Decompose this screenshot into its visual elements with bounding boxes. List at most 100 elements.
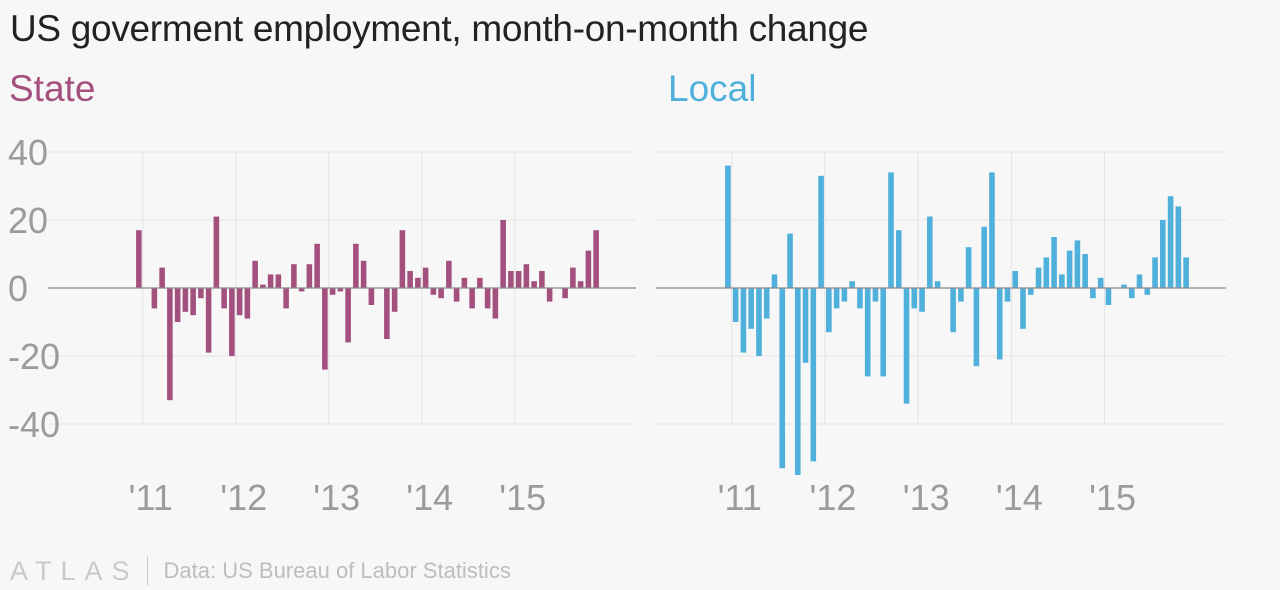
state-bar bbox=[159, 267, 165, 288]
local-bar bbox=[1097, 277, 1104, 288]
local-bar bbox=[965, 247, 972, 288]
local-x-tick-label: '11 bbox=[718, 477, 762, 518]
local-bar bbox=[934, 281, 941, 288]
state-bar bbox=[492, 288, 499, 319]
state-bar bbox=[415, 277, 421, 288]
state-bar bbox=[260, 284, 266, 288]
state-bar bbox=[531, 281, 537, 288]
local-bar bbox=[1066, 250, 1073, 288]
local-bar bbox=[872, 288, 879, 302]
local-bar bbox=[740, 288, 747, 353]
state-bar bbox=[337, 288, 344, 292]
y-tick-label: 0 bbox=[8, 268, 28, 309]
local-bar bbox=[1136, 274, 1143, 288]
state-bar bbox=[136, 230, 142, 288]
state-bar bbox=[446, 260, 452, 288]
state-bar bbox=[221, 288, 227, 309]
local-bar bbox=[864, 288, 871, 377]
footer: ATLAS Data: US Bureau of Labor Statistic… bbox=[10, 553, 511, 589]
local-x-tick-label: '12 bbox=[810, 477, 857, 518]
local-bar bbox=[826, 288, 832, 333]
state-bar bbox=[329, 288, 336, 295]
local-bar bbox=[1144, 288, 1151, 295]
state-bar bbox=[430, 288, 437, 295]
state-bar bbox=[182, 288, 189, 312]
state-bar bbox=[236, 288, 243, 316]
state-bar bbox=[368, 288, 375, 305]
state-x-tick-label: '13 bbox=[313, 477, 360, 518]
y-tick-label: 20 bbox=[8, 200, 48, 241]
local-bar bbox=[981, 226, 987, 288]
local-bar bbox=[958, 288, 964, 302]
state-bar bbox=[252, 260, 258, 288]
state-bar bbox=[546, 288, 553, 302]
state-bar bbox=[438, 288, 444, 299]
state-x-tick-label: '12 bbox=[220, 477, 267, 518]
local-bar bbox=[1175, 206, 1182, 288]
state-x-tick-label: '11 bbox=[129, 477, 173, 518]
state-bar bbox=[244, 288, 251, 319]
state-bar bbox=[306, 264, 313, 288]
state-bar bbox=[275, 274, 282, 288]
state-bar bbox=[213, 216, 220, 288]
chart-canvas: State 40 20 0 -20 -40 '11 '12 '13 '14 '15 Local '11 '… bbox=[8, 68, 1226, 518]
state-bar bbox=[283, 288, 289, 309]
state-bar bbox=[562, 288, 568, 299]
local-bar bbox=[725, 165, 731, 288]
chart-title: US goverment employment, month-on-month … bbox=[10, 8, 869, 49]
state-bar bbox=[298, 288, 305, 292]
local-bar bbox=[1027, 288, 1034, 295]
local-x-tick-label: '14 bbox=[996, 477, 1043, 518]
state-bar bbox=[291, 264, 297, 288]
local-bar bbox=[973, 288, 980, 367]
local-bar bbox=[1183, 257, 1189, 288]
local-bar bbox=[903, 288, 910, 404]
local-bar bbox=[1074, 240, 1081, 288]
state-bar bbox=[167, 288, 173, 401]
local-bar bbox=[1105, 288, 1112, 305]
local-bar bbox=[1167, 196, 1174, 288]
state-bar bbox=[539, 271, 545, 288]
local-bar bbox=[794, 288, 801, 475]
state-bar bbox=[570, 267, 576, 288]
local-bar bbox=[888, 172, 894, 288]
local-bar bbox=[763, 288, 770, 319]
local-bar bbox=[880, 288, 887, 377]
local-bar bbox=[779, 288, 786, 469]
state-bar bbox=[314, 243, 320, 288]
state-bar bbox=[508, 271, 514, 288]
state-bar bbox=[453, 288, 460, 302]
local-bar bbox=[849, 281, 855, 288]
local-bar bbox=[1051, 237, 1057, 288]
state-bar bbox=[461, 277, 468, 288]
local-bar bbox=[1012, 271, 1019, 288]
local-bar bbox=[1035, 267, 1042, 288]
local-bar bbox=[1082, 254, 1088, 288]
state-bar bbox=[391, 288, 398, 312]
local-bar bbox=[833, 288, 840, 309]
local-panel-title: Local bbox=[668, 68, 756, 109]
state-bar bbox=[322, 288, 328, 370]
local-bar bbox=[802, 288, 809, 363]
state-bar bbox=[399, 230, 406, 288]
state-bar bbox=[205, 288, 212, 353]
state-bar bbox=[353, 243, 359, 288]
state-bar bbox=[198, 288, 204, 299]
state-bar bbox=[469, 288, 475, 309]
local-bar bbox=[1160, 220, 1166, 288]
local-bar bbox=[996, 288, 1003, 360]
state-bar bbox=[407, 271, 413, 288]
local-bar bbox=[927, 216, 933, 288]
state-bar bbox=[267, 274, 274, 288]
y-tick-label: -20 bbox=[8, 336, 60, 377]
local-bar bbox=[1121, 284, 1127, 288]
local-bar bbox=[1043, 257, 1050, 288]
footer-divider bbox=[146, 556, 148, 586]
local-bar bbox=[787, 233, 793, 288]
local-bar bbox=[950, 288, 956, 333]
state-bar bbox=[190, 288, 196, 316]
local-bar bbox=[1128, 288, 1135, 299]
local-bar bbox=[732, 288, 739, 322]
atlas-logo: ATLAS bbox=[10, 555, 139, 586]
state-bar bbox=[151, 288, 158, 309]
